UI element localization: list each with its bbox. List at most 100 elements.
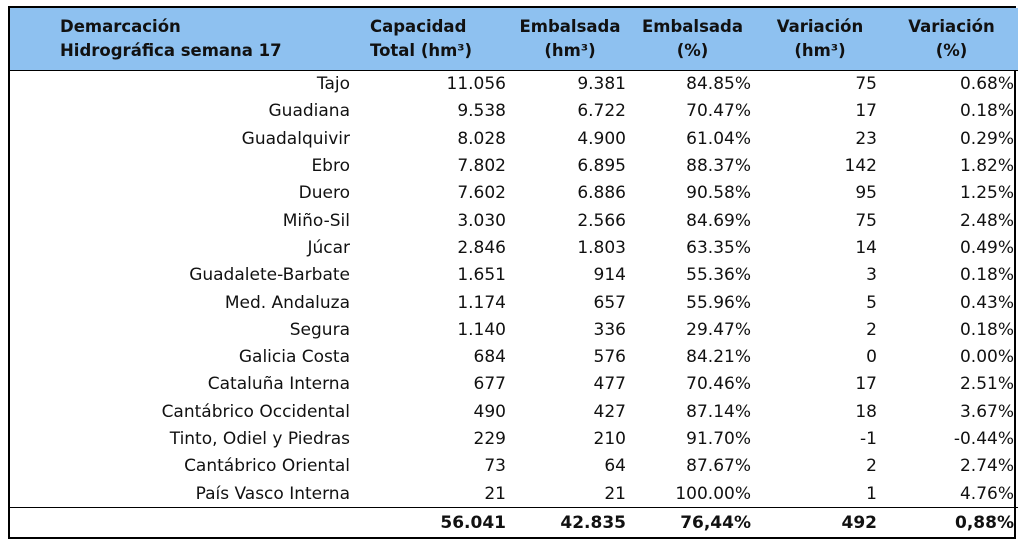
variacion-hm3-cell: 95 [855, 183, 877, 204]
demarcacion-cell: Júcar [307, 237, 350, 258]
variacion-pct-cell: 0.29% [959, 128, 1014, 149]
variacion-hm3-cell: 14 [855, 237, 877, 258]
embalsada-hm3-cell: 657 [593, 292, 626, 313]
embalsada-hm3-cell: 6.895 [577, 156, 626, 177]
table-row: Tajo 11.056 9.381 84.85% 75 0.68% [10, 70, 1018, 98]
variacion-hm3-cell: -1 [860, 429, 877, 449]
table-row: Miño-Sil 3.030 2.566 84.69% 75 2.48% [10, 207, 1018, 234]
variacion-pct-cell: 0.18% [959, 319, 1014, 340]
demarcacion-cell: Cantábrico Occidental [161, 401, 350, 422]
variacion-pct-cell: 0.18% [959, 265, 1014, 286]
header-line: (hm³) [544, 40, 596, 60]
capacidad-cell: 677 [473, 374, 506, 395]
variacion-hm3-cell: 3 [866, 265, 877, 286]
variacion-pct-cell: 1.25% [959, 183, 1014, 204]
embalsada-hm3-cell: 336 [593, 319, 626, 340]
header-line: Variación [776, 16, 864, 36]
header-line: Capacidad [370, 16, 467, 36]
demarcacion-cell: Ebro [311, 156, 350, 177]
table-body: Tajo 11.056 9.381 84.85% 75 0.68% Guadiana 9.53… [10, 70, 1018, 508]
variacion-hm3-cell: 2 [866, 319, 877, 340]
table-row: Galicia Costa 684 576 84.21% 0 0.00% [10, 343, 1018, 370]
table-row: Segura 1.140 336 29.47% 2 0.18% [10, 316, 1018, 343]
embalsada-pct-cell: 70.46% [686, 374, 751, 395]
header-line: Total (hm³) [370, 40, 473, 60]
embalsada-pct-cell: 55.36% [686, 265, 751, 286]
demarcacion-cell: Miño-Sil [282, 210, 350, 231]
totals-label [10, 507, 360, 539]
variacion-hm3-cell: 75 [855, 210, 877, 231]
variacion-hm3-cell: 2 [866, 456, 877, 477]
demarcacion-cell: Cataluña Interna [207, 374, 350, 395]
header-demarcacion: Demarcación Hidrográfica semana 17 [10, 8, 360, 71]
demarcacion-cell: Duero [298, 183, 350, 204]
variacion-hm3-cell: 1 [866, 483, 877, 504]
variacion-pct-cell: 2.74% [959, 456, 1014, 477]
capacidad-cell: 21 [484, 483, 506, 504]
header-line: (%) [935, 40, 968, 60]
embalsada-hm3-cell: 64 [604, 456, 626, 477]
capacidad-cell: 2.846 [457, 237, 506, 258]
capacidad-cell: 1.174 [457, 292, 506, 313]
variacion-hm3-cell: 17 [855, 374, 877, 395]
embalsada-pct-cell: 87.14% [686, 401, 751, 422]
header-embalsada-pct: Embalsada (%) [630, 8, 755, 71]
embalsada-hm3-cell: 2.566 [577, 210, 626, 231]
header-line: (hm³) [794, 40, 846, 60]
variacion-pct-cell: -0.44% [953, 429, 1014, 449]
embalsada-pct-cell: 61.04% [686, 128, 751, 149]
capacidad-cell: 9.538 [457, 101, 506, 122]
variacion-pct-cell: 4.76% [959, 483, 1014, 504]
capacidad-cell: 73 [484, 456, 506, 477]
variacion-pct-cell: 0.68% [959, 74, 1014, 95]
demarcacion-cell: Tajo [316, 74, 350, 95]
header-variacion-pct: Variación (%) [885, 8, 1018, 71]
embalsada-pct-cell: 29.47% [686, 319, 751, 340]
variacion-hm3-cell: 18 [855, 401, 877, 422]
variacion-hm3-cell: 5 [866, 292, 877, 313]
embalsada-pct-cell: 91.70% [686, 429, 751, 449]
capacidad-cell: 7.602 [457, 183, 506, 204]
table-row: País Vasco Interna 21 21 100.00% 1 4.76% [10, 480, 1018, 508]
variacion-pct-cell: 2.51% [959, 374, 1014, 395]
capacidad-cell: 490 [473, 401, 506, 422]
demarcacion-cell: Med. Andaluza [224, 292, 350, 313]
table-row: Ebro 7.802 6.895 88.37% 142 1.82% [10, 152, 1018, 179]
embalsada-pct-cell: 90.58% [686, 183, 751, 204]
header-capacidad: Capacidad Total (hm³) [360, 8, 510, 71]
variacion-hm3-cell: 17 [855, 101, 877, 122]
embalsada-hm3-cell: 6.722 [577, 101, 626, 122]
totals-row: 56.041 42.835 76,44% 492 0,88% [10, 507, 1018, 539]
embalsada-pct-cell: 84.69% [686, 210, 751, 231]
capacidad-cell: 684 [473, 347, 506, 368]
capacidad-cell: 1.651 [457, 265, 506, 286]
embalsada-hm3-cell: 21 [604, 483, 626, 504]
variacion-hm3-cell: 0 [866, 347, 877, 368]
table-row: Med. Andaluza 1.174 657 55.96% 5 0.43% [10, 289, 1018, 316]
table-row: Tinto, Odiel y Piedras 229 210 91.70% -1 -0.4… [10, 425, 1018, 452]
total-embalsada-hm3: 42.835 [510, 507, 630, 539]
variacion-hm3-cell: 75 [855, 74, 877, 95]
embalsada-hm3-cell: 1.803 [577, 237, 626, 258]
demarcacion-cell: Cantábrico Oriental [184, 456, 350, 477]
table-row: Guadalete-Barbate 1.651 914 55.36% 3 0.18% [10, 262, 1018, 289]
embalsada-hm3-cell: 477 [593, 374, 626, 395]
variacion-pct-cell: 0.43% [959, 292, 1014, 313]
table-row: Guadalquivir 8.028 4.900 61.04% 23 0.29% [10, 125, 1018, 152]
embalsada-pct-cell: 88.37% [686, 156, 751, 177]
embalsada-pct-cell: 63.35% [686, 237, 751, 258]
embalsada-hm3-cell: 210 [593, 429, 626, 449]
demarcacion-cell: Tinto, Odiel y Piedras [169, 429, 350, 449]
header-line: Variación [908, 16, 995, 36]
embalsada-hm3-cell: 6.886 [577, 183, 626, 204]
embalsada-hm3-cell: 914 [593, 265, 626, 286]
embalsada-pct-cell: 55.96% [686, 292, 751, 313]
variacion-pct-cell: 2.48% [959, 210, 1014, 231]
embalsada-pct-cell: 87.67% [686, 456, 751, 477]
embalsada-pct-cell: 84.85% [686, 74, 751, 95]
embalsada-hm3-cell: 576 [593, 347, 626, 368]
total-embalsada-pct: 76,44% [630, 507, 755, 539]
table-header: Demarcación Hidrográfica semana 17 Capac… [10, 8, 1018, 71]
total-variacion-pct: 0,88% [885, 507, 1018, 539]
reservoir-table-frame: Demarcación Hidrográfica semana 17 Capac… [8, 6, 1018, 539]
